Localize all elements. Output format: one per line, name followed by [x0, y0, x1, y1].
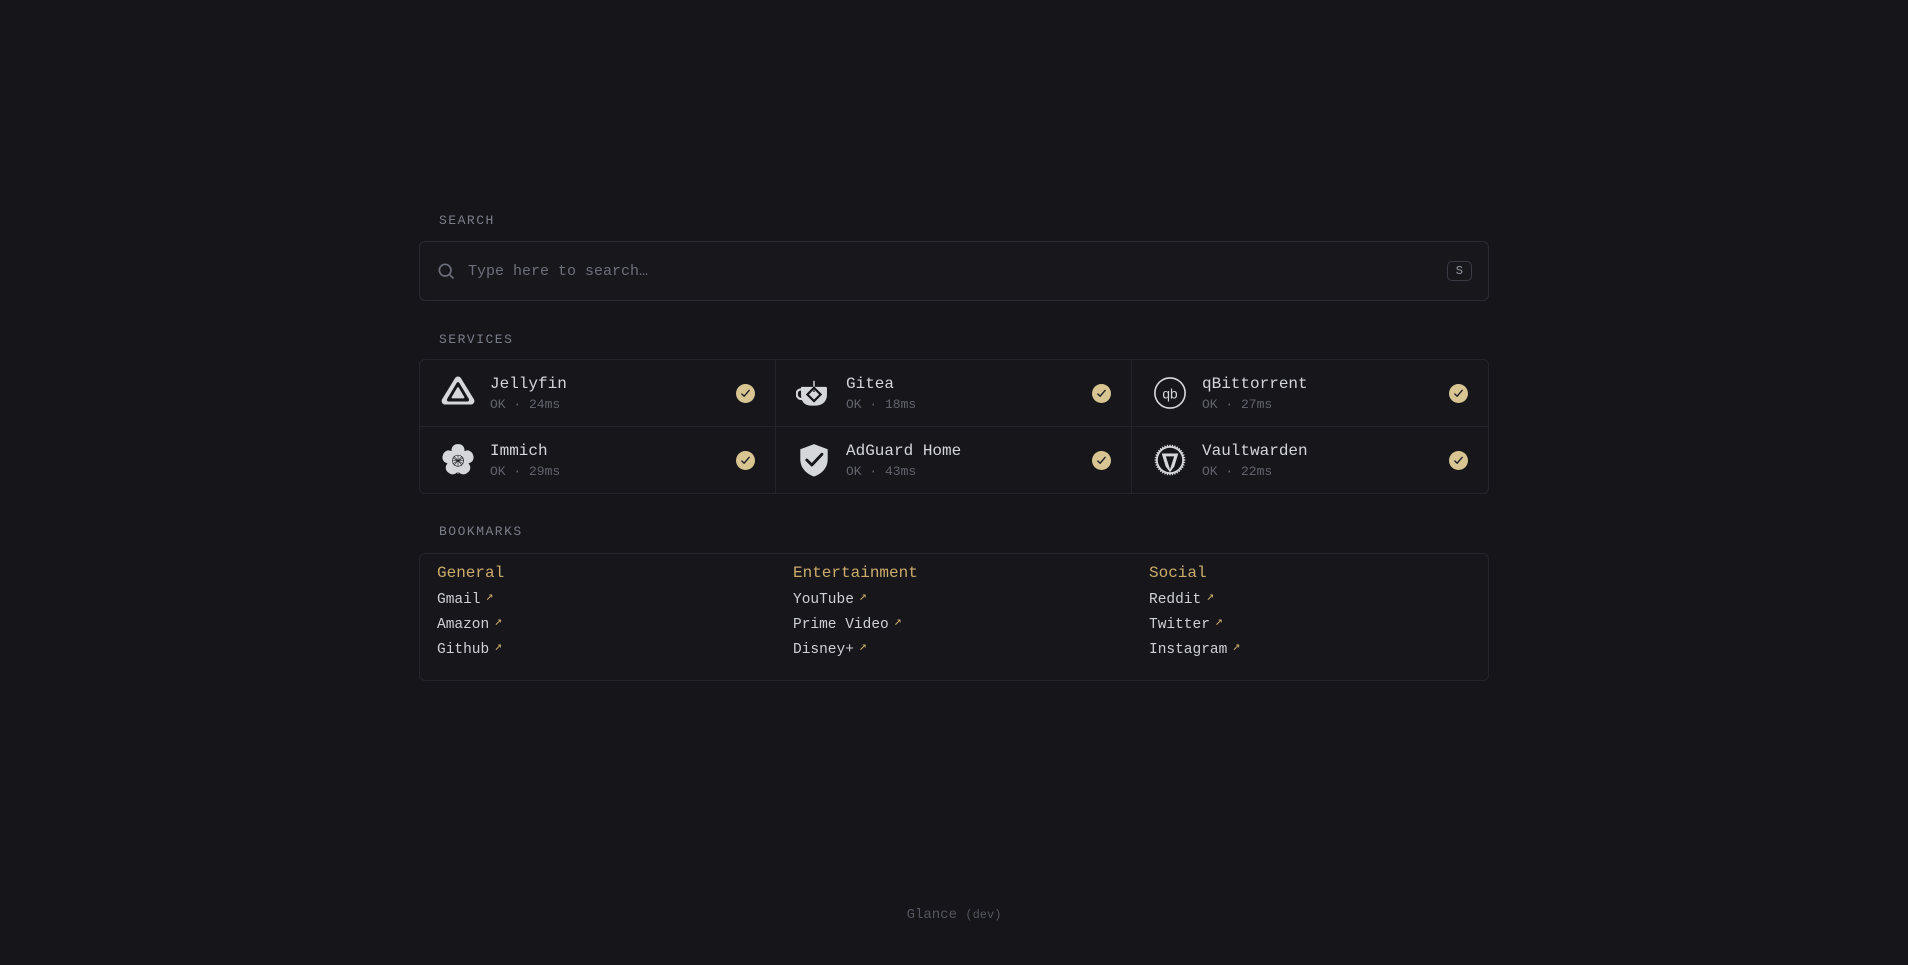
svg-text:qb: qb	[1162, 386, 1178, 401]
